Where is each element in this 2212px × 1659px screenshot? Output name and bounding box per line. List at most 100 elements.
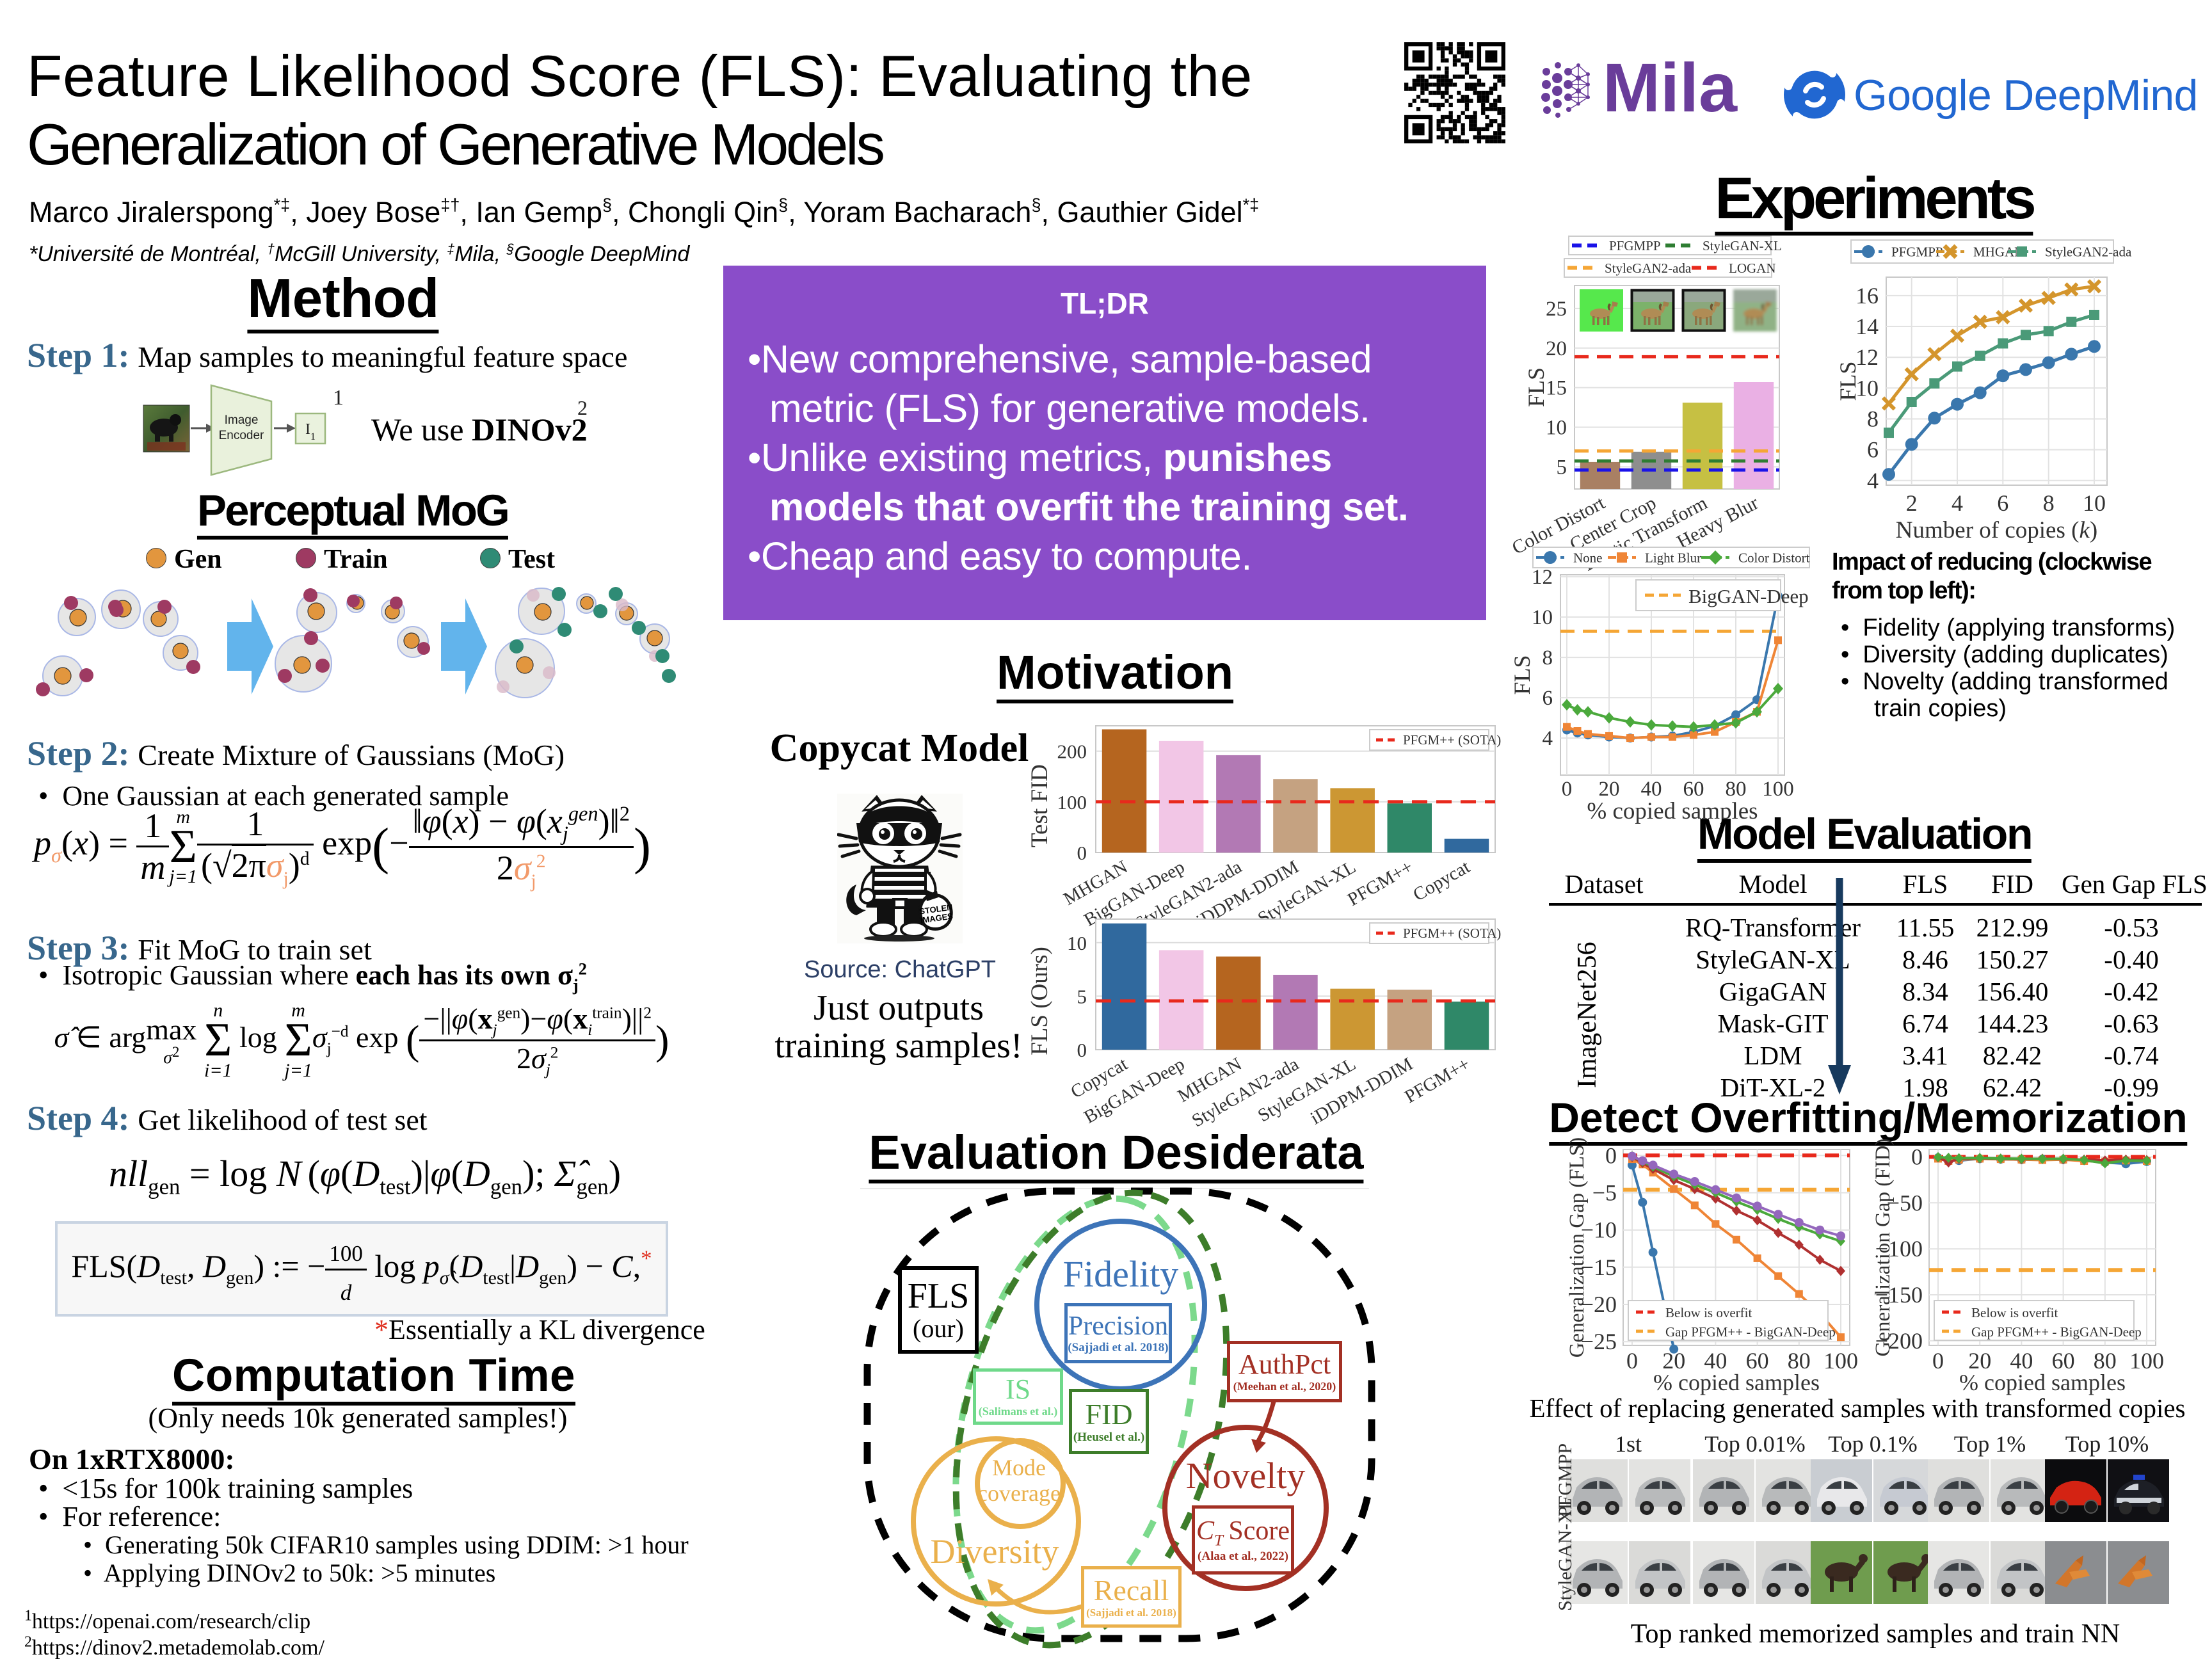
svg-text:Below is overfit: Below is overfit (1665, 1305, 1752, 1320)
svg-text:−25: −25 (1581, 1329, 1617, 1354)
svg-text:8: 8 (2043, 490, 2055, 516)
svg-text:60: 60 (2052, 1348, 2075, 1374)
svg-text:StyleGAN-XL: StyleGAN-XL (1703, 238, 1782, 253)
svg-text:6: 6 (1543, 687, 1553, 710)
svg-text:15: 15 (1546, 377, 1567, 400)
svg-text:0: 0 (1911, 1144, 1923, 1170)
svg-text:Gap PFGM++ - BigGAN-Deep: Gap PFGM++ - BigGAN-Deep (1971, 1324, 2142, 1340)
svg-text:10: 10 (1855, 375, 1879, 401)
svg-text:4: 4 (1543, 727, 1553, 750)
svg-text:−200: −200 (1875, 1328, 1923, 1354)
svg-text:Number of copies (k): Number of copies (k) (1896, 517, 2097, 543)
svg-text:100: 100 (2129, 1348, 2164, 1374)
svg-text:% copied samples: % copied samples (1653, 1370, 1820, 1395)
svg-text:5: 5 (1557, 456, 1567, 479)
svg-text:0: 0 (1077, 842, 1087, 864)
svg-text:0: 0 (1626, 1348, 1638, 1374)
svg-text:−5: −5 (1592, 1180, 1617, 1206)
svg-text:8: 8 (1867, 406, 1879, 432)
svg-text:10: 10 (1546, 417, 1567, 440)
svg-text:PFGMPP: PFGMPP (1891, 244, 1943, 260)
svg-text:14: 14 (1855, 314, 1879, 339)
svg-text:ImageNet256: ImageNet256 (1573, 942, 1602, 1088)
svg-text:20: 20 (1599, 778, 1620, 801)
svg-text:80: 80 (1788, 1348, 1811, 1374)
svg-text:Image: Image (225, 413, 259, 427)
svg-text:100: 100 (1762, 778, 1794, 801)
svg-text:−10: −10 (1581, 1217, 1617, 1243)
svg-text:1st: 1st (1615, 1434, 1642, 1457)
svg-text:4: 4 (1867, 468, 1879, 493)
svg-text:% copied samples: % copied samples (1587, 798, 1758, 824)
svg-text:20: 20 (1968, 1348, 1991, 1374)
svg-text:40: 40 (2010, 1348, 2033, 1374)
svg-text:Top 1%: Top 1% (1954, 1434, 2026, 1457)
svg-text:−50: −50 (1887, 1190, 1923, 1215)
svg-text:Color Distort: Color Distort (1738, 550, 1810, 566)
svg-text:60: 60 (1683, 778, 1704, 801)
svg-text:0: 0 (1932, 1348, 1944, 1374)
svg-text:Copycat: Copycat (1409, 856, 1473, 905)
svg-text:coverage: coverage (977, 1480, 1061, 1506)
svg-text:FLS: FLS (1509, 655, 1535, 694)
svg-text:LOGAN: LOGAN (1729, 260, 1776, 276)
svg-text:Top 10%: Top 10% (2065, 1434, 2149, 1457)
svg-text:6: 6 (1867, 437, 1879, 463)
svg-text:Generalization Gap (FLS): Generalization Gap (FLS) (1566, 1137, 1589, 1358)
svg-text:PFGM++: PFGM++ (1344, 856, 1416, 910)
svg-text:Diversity: Diversity (931, 1532, 1059, 1571)
svg-text:10: 10 (1532, 606, 1553, 629)
svg-text:−150: −150 (1875, 1282, 1923, 1308)
svg-text:Below is overfit: Below is overfit (1971, 1305, 2058, 1320)
svg-text:Test FID: Test FID (1027, 764, 1053, 847)
svg-text:FLS (Ours): FLS (Ours) (1027, 947, 1053, 1055)
svg-text:40: 40 (1641, 778, 1662, 801)
svg-text:PFGMPP: PFGMPP (1555, 1443, 1576, 1517)
svg-text:StyleGAN2-ada: StyleGAN2-ada (2045, 244, 2132, 260)
svg-text:5: 5 (1077, 985, 1087, 1007)
svg-text:4: 4 (1952, 490, 1963, 516)
svg-text:0: 0 (1605, 1142, 1617, 1168)
svg-text:BigGAN-Deep: BigGAN-Deep (1688, 585, 1809, 607)
svg-text:−100: −100 (1875, 1236, 1923, 1262)
svg-text:−15: −15 (1581, 1254, 1617, 1280)
svg-text:MHGAN: MHGAN (1973, 244, 2024, 260)
svg-text:25: 25 (1546, 298, 1567, 321)
svg-text:80: 80 (1726, 778, 1747, 801)
svg-text:Gap PFGM++ - BigGAN-Deep: Gap PFGM++ - BigGAN-Deep (1665, 1324, 1836, 1340)
svg-text:Encoder: Encoder (219, 429, 264, 442)
svg-text:80: 80 (2094, 1348, 2117, 1374)
svg-text:StyleGAN2-ada: StyleGAN2-ada (1605, 260, 1692, 276)
svg-text:6: 6 (1997, 490, 2008, 516)
svg-text:60: 60 (1746, 1348, 1769, 1374)
svg-text:None: None (1573, 550, 1603, 566)
svg-text:Top 0.1%: Top 0.1% (1828, 1434, 1917, 1457)
svg-text:STOLEN: STOLEN (918, 902, 953, 916)
svg-text:200: 200 (1057, 741, 1087, 763)
svg-text:100: 100 (1057, 791, 1087, 813)
svg-text:8: 8 (1543, 646, 1553, 669)
svg-text:12: 12 (1532, 566, 1553, 589)
svg-text:StyleGAN-XL: StyleGAN-XL (1555, 1498, 1576, 1611)
svg-text:1: 1 (333, 386, 344, 410)
svg-text:PFGMPP: PFGMPP (1609, 238, 1661, 253)
svg-text:PFGM++: PFGM++ (1401, 1054, 1473, 1107)
svg-text:PFGM++ (SOTA): PFGM++ (SOTA) (1403, 732, 1501, 748)
svg-text:Mila: Mila (1603, 51, 1738, 126)
svg-text:Novelty: Novelty (1186, 1455, 1306, 1496)
svg-text:Light Blur: Light Blur (1645, 550, 1701, 566)
svg-text:Mode: Mode (992, 1455, 1046, 1480)
svg-text:FLS: FLS (1835, 361, 1861, 401)
svg-text:40: 40 (1704, 1348, 1727, 1374)
svg-text:0: 0 (1562, 778, 1573, 801)
svg-text:16: 16 (1855, 283, 1879, 309)
svg-text:−20: −20 (1581, 1292, 1617, 1317)
svg-text:Generalization Gap (FID): Generalization Gap (FID) (1871, 1139, 1895, 1357)
svg-text:Google DeepMind: Google DeepMind (1854, 71, 2198, 120)
svg-text:Fidelity: Fidelity (1063, 1253, 1178, 1295)
svg-text:0: 0 (1077, 1039, 1087, 1061)
svg-text:IMAGES: IMAGES (920, 911, 954, 926)
svg-text:PFGM++ (SOTA): PFGM++ (SOTA) (1403, 926, 1501, 941)
svg-text:2: 2 (1906, 490, 1918, 516)
svg-text:10: 10 (2083, 490, 2106, 516)
